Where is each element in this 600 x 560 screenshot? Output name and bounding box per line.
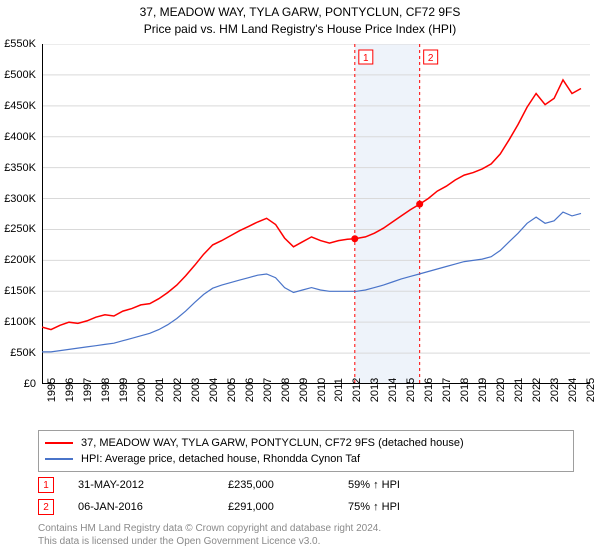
x-tick-label: 2006: [244, 378, 256, 402]
x-tick-label: 2014: [387, 378, 399, 402]
chart-area: 12: [42, 44, 590, 384]
legend-swatch: [45, 458, 73, 460]
y-tick-label: £400K: [4, 131, 36, 143]
x-tick-label: 1996: [64, 378, 76, 402]
x-tick-label: 2011: [333, 378, 345, 402]
x-tick-label: 2012: [351, 378, 363, 402]
x-tick-label: 2010: [316, 378, 328, 402]
footer: Contains HM Land Registry data © Crown c…: [38, 522, 568, 548]
chart-container: 37, MEADOW WAY, TYLA GARW, PONTYCLUN, CF…: [0, 0, 600, 560]
sale-marker: 2: [38, 499, 54, 515]
legend-box: 37, MEADOW WAY, TYLA GARW, PONTYCLUN, CF…: [38, 430, 574, 472]
y-tick-label: £50K: [10, 347, 36, 359]
legend-label: 37, MEADOW WAY, TYLA GARW, PONTYCLUN, CF…: [81, 437, 464, 449]
title-block: 37, MEADOW WAY, TYLA GARW, PONTYCLUN, CF…: [0, 0, 600, 38]
y-tick-label: £200K: [4, 254, 36, 266]
x-tick-label: 2003: [190, 378, 202, 402]
x-tick-label: 2025: [585, 378, 597, 402]
x-tick-label: 2009: [298, 378, 310, 402]
x-tick-label: 2001: [154, 378, 166, 402]
legend-label: HPI: Average price, detached house, Rhon…: [81, 453, 360, 465]
y-tick-label: £500K: [4, 69, 36, 81]
x-tick-label: 2013: [369, 378, 381, 402]
footer-line-1: Contains HM Land Registry data © Crown c…: [38, 522, 568, 535]
x-tick-label: 2021: [513, 378, 525, 402]
svg-text:1: 1: [363, 53, 369, 64]
x-tick-label: 2016: [423, 378, 435, 402]
title-line-1: 37, MEADOW WAY, TYLA GARW, PONTYCLUN, CF…: [0, 4, 600, 21]
sale-hpi: 75% ↑ HPI: [348, 501, 468, 513]
x-tick-label: 2005: [226, 378, 238, 402]
x-tick-label: 2018: [459, 378, 471, 402]
sale-price: £235,000: [228, 479, 348, 491]
legend-row: 37, MEADOW WAY, TYLA GARW, PONTYCLUN, CF…: [45, 435, 567, 451]
svg-text:2: 2: [428, 53, 434, 64]
x-tick-label: 1999: [118, 378, 130, 402]
x-axis-labels: 1995199619971998199920002001200220032004…: [42, 388, 590, 428]
title-line-2: Price paid vs. HM Land Registry's House …: [0, 21, 600, 38]
y-tick-label: £150K: [4, 285, 36, 297]
x-tick-label: 2019: [477, 378, 489, 402]
y-tick-label: £450K: [4, 100, 36, 112]
y-tick-label: £0: [24, 378, 36, 390]
footer-line-2: This data is licensed under the Open Gov…: [38, 535, 568, 548]
x-tick-label: 2004: [208, 378, 220, 402]
x-tick-label: 2008: [280, 378, 292, 402]
y-tick-label: £550K: [4, 38, 36, 50]
y-tick-label: £350K: [4, 162, 36, 174]
x-tick-label: 2017: [441, 378, 453, 402]
x-tick-label: 2024: [567, 378, 579, 402]
y-tick-label: £100K: [4, 316, 36, 328]
sale-row: 1 31-MAY-2012£235,00059% ↑ HPI: [38, 474, 566, 496]
y-tick-label: £300K: [4, 193, 36, 205]
sale-marker: 1: [38, 477, 54, 493]
x-tick-label: 2000: [136, 378, 148, 402]
legend-swatch: [45, 442, 73, 444]
x-tick-label: 1997: [82, 378, 94, 402]
x-tick-label: 1995: [46, 378, 58, 402]
x-tick-label: 1998: [100, 378, 112, 402]
sale-hpi: 59% ↑ HPI: [348, 479, 468, 491]
x-tick-label: 2023: [549, 378, 561, 402]
y-tick-label: £250K: [4, 223, 36, 235]
sale-row: 2 06-JAN-2016£291,00075% ↑ HPI: [38, 496, 566, 518]
y-axis-labels: £0£50K£100K£150K£200K£250K£300K£350K£400…: [0, 44, 40, 384]
sale-price: £291,000: [228, 501, 348, 513]
x-tick-label: 2022: [531, 378, 543, 402]
x-tick-label: 2020: [495, 378, 507, 402]
plot-svg: 12: [42, 44, 590, 384]
legend-row: HPI: Average price, detached house, Rhon…: [45, 451, 567, 467]
x-tick-label: 2002: [172, 378, 184, 402]
x-tick-label: 2015: [405, 378, 417, 402]
sales-table: 1 31-MAY-2012£235,00059% ↑ HPI 2 06-JAN-201…: [38, 474, 566, 518]
sale-date: 06-JAN-2016: [78, 501, 228, 513]
sale-date: 31-MAY-2012: [78, 479, 228, 491]
x-tick-label: 2007: [262, 378, 274, 402]
